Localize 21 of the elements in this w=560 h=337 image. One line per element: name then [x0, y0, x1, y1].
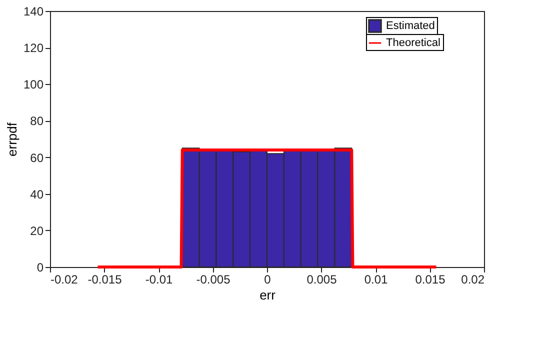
legend-label: Theoretical — [386, 37, 440, 49]
x-tick-label: -0.015 — [88, 272, 122, 286]
x-tick-label: -0.005 — [196, 272, 231, 286]
y-tick-label: 100 — [23, 78, 44, 92]
x-tick-label: 0.015 — [415, 272, 446, 286]
y-tick-label: 40 — [30, 187, 44, 202]
y-tick-label: 140 — [23, 4, 44, 18]
x-axis-title: err — [260, 288, 276, 302]
y-axis-title: errpdf — [4, 122, 20, 156]
x-tick-label: 0.01 — [364, 272, 388, 286]
x-tick-label: -0.02 — [50, 272, 78, 286]
y-tick-label: 80 — [30, 114, 44, 128]
y-tick-label: 0 — [36, 260, 44, 274]
y-tick-label: 60 — [30, 150, 44, 165]
y-tick-label: 20 — [30, 224, 44, 238]
x-tick-label: 0.02 — [461, 272, 485, 286]
x-tick-label: -0.01 — [145, 272, 173, 286]
x-tick-label: 0.005 — [306, 272, 338, 286]
x-tick-label: 0 — [264, 272, 272, 286]
y-tick-label: 120 — [23, 41, 44, 56]
legend-label: Estimated — [386, 20, 435, 32]
